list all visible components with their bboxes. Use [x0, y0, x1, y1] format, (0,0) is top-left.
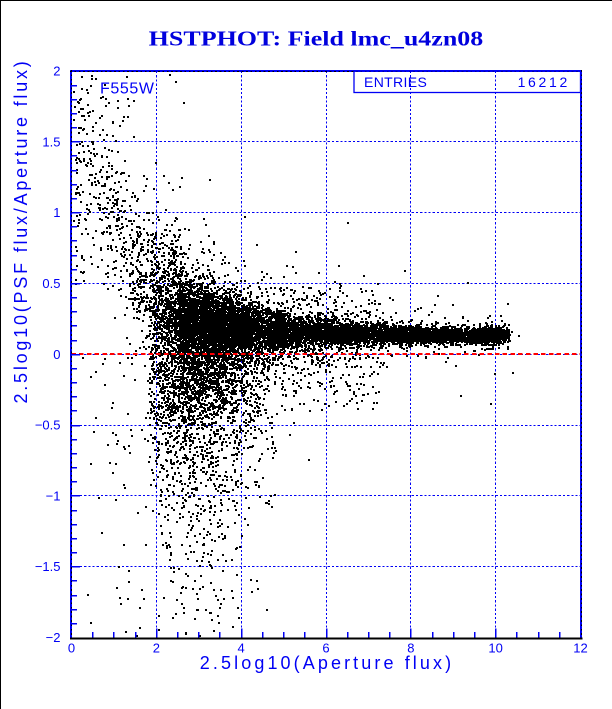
svg-text:4: 4: [238, 641, 245, 656]
svg-text:0: 0: [68, 641, 75, 656]
svg-text:−0.5: −0.5: [35, 418, 61, 433]
svg-text:ENTRIES: ENTRIES: [364, 74, 427, 90]
svg-text:12: 12: [573, 641, 587, 656]
svg-text:−1: −1: [46, 488, 61, 503]
svg-text:0: 0: [53, 347, 60, 362]
svg-text:2: 2: [53, 64, 60, 79]
svg-text:8: 8: [407, 641, 414, 656]
svg-text:2: 2: [153, 641, 160, 656]
svg-text:1.5: 1.5: [42, 134, 60, 149]
svg-text:F555W: F555W: [100, 81, 155, 98]
svg-text:6: 6: [322, 641, 329, 656]
svg-text:10: 10: [488, 641, 502, 656]
svg-text:2.5log10(PSF flux/Aperture flu: 2.5log10(PSF flux/Aperture flux): [11, 58, 31, 403]
svg-text:−2: −2: [46, 630, 61, 645]
svg-text:2.5log10(Aperture flux): 2.5log10(Aperture flux): [200, 653, 454, 673]
svg-text:−1.5: −1.5: [35, 559, 61, 574]
svg-text:1: 1: [53, 205, 60, 220]
svg-text:0.5: 0.5: [42, 276, 60, 291]
svg-text:16212: 16212: [518, 74, 570, 90]
